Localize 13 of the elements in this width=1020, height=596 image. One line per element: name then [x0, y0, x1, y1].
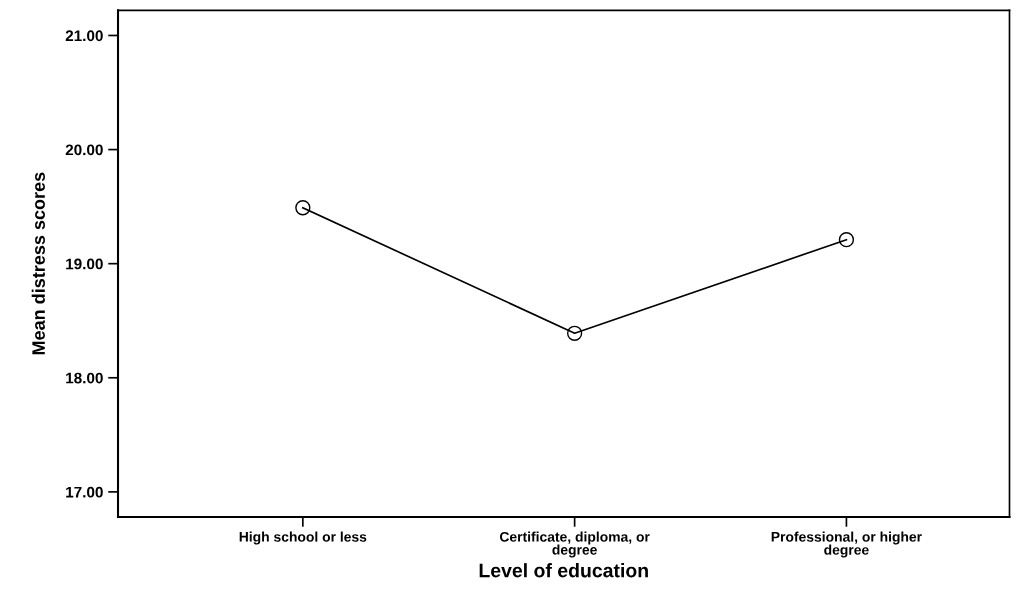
y-tick-label: 19.00 [66, 258, 103, 270]
x-axis-title: Level of education [479, 563, 648, 578]
point [295, 200, 311, 216]
point [838, 232, 855, 248]
x-tick-label: Professional, or higher degree [771, 531, 922, 558]
y-axis-title: Mean distress scores [31, 172, 45, 355]
x-tick-label: High school or less [239, 531, 367, 545]
point [566, 325, 583, 341]
y-tick-label: 17.00 [66, 486, 103, 498]
y-tick-label: 18.00 [66, 372, 103, 384]
y-tick-label: 20.00 [65, 144, 103, 156]
x-tick-label: Certificate, diploma, or degree [499, 531, 650, 558]
y-tick-label: 21.00 [65, 30, 103, 42]
